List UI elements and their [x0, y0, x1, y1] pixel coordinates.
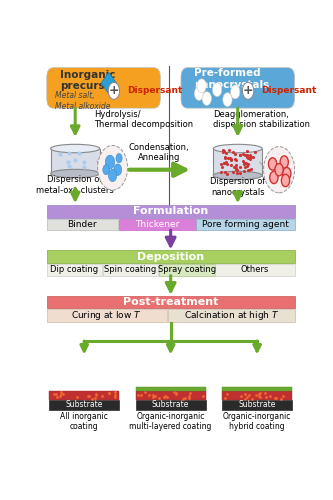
Text: Dispersant: Dispersant: [261, 86, 316, 96]
Text: Dispersion of
nanocrystals: Dispersion of nanocrystals: [210, 178, 265, 197]
Text: Organic-inorganic
hybrid coating: Organic-inorganic hybrid coating: [223, 412, 291, 432]
Circle shape: [202, 92, 211, 106]
Ellipse shape: [213, 172, 262, 179]
Circle shape: [212, 82, 222, 96]
Bar: [222, 387, 292, 391]
Ellipse shape: [51, 144, 100, 153]
Bar: [51, 148, 100, 174]
Text: Spin coating: Spin coating: [105, 266, 157, 274]
Bar: [47, 309, 167, 322]
Text: Hydrolysis/
Thermal decomposition: Hydrolysis/ Thermal decomposition: [95, 110, 194, 130]
Circle shape: [281, 174, 290, 186]
Circle shape: [242, 82, 254, 100]
Bar: [136, 400, 205, 410]
Circle shape: [197, 79, 206, 92]
Bar: [196, 218, 294, 230]
Text: Pore forming agent: Pore forming agent: [202, 220, 289, 229]
Bar: [49, 400, 119, 410]
Circle shape: [280, 156, 288, 168]
Circle shape: [270, 172, 278, 183]
Bar: [215, 264, 294, 276]
Bar: [136, 387, 205, 391]
Circle shape: [109, 170, 117, 181]
Circle shape: [98, 146, 128, 190]
Text: Spray coating: Spray coating: [158, 266, 216, 274]
Ellipse shape: [213, 144, 262, 153]
Text: Formulation: Formulation: [133, 206, 208, 216]
Text: Inorganic
precursor: Inorganic precursor: [60, 70, 117, 91]
Bar: [119, 218, 196, 230]
Bar: [103, 264, 158, 276]
Text: Post-treatment: Post-treatment: [123, 297, 218, 307]
Text: Metal salt,
Metal alkoxide: Metal salt, Metal alkoxide: [55, 92, 110, 111]
FancyBboxPatch shape: [181, 68, 294, 108]
Bar: [136, 391, 205, 400]
Text: Dip coating: Dip coating: [51, 266, 99, 274]
Circle shape: [230, 85, 240, 99]
Text: All inorganic
coating: All inorganic coating: [60, 412, 108, 432]
Text: Deagglomeration,
dispersion stabilization: Deagglomeration, dispersion stabilizatio…: [213, 110, 310, 130]
Circle shape: [103, 164, 110, 174]
Polygon shape: [101, 72, 117, 94]
Text: Pre-formed
nanocrystals: Pre-formed nanocrystals: [194, 68, 269, 90]
Text: +: +: [243, 84, 253, 98]
Bar: [159, 264, 214, 276]
Bar: [47, 264, 102, 276]
Bar: [47, 205, 294, 218]
Bar: [47, 250, 294, 263]
Circle shape: [108, 82, 120, 100]
Text: Dispersion of
metal-oxo clusters: Dispersion of metal-oxo clusters: [36, 176, 114, 195]
Text: Organic-inorganic
multi-layered coating: Organic-inorganic multi-layered coating: [130, 412, 212, 432]
Text: Substrate: Substrate: [238, 400, 276, 409]
Circle shape: [116, 154, 122, 163]
Circle shape: [223, 92, 232, 106]
Circle shape: [105, 155, 115, 169]
Bar: [222, 391, 292, 400]
Bar: [47, 296, 294, 308]
Bar: [47, 218, 118, 230]
Circle shape: [263, 146, 294, 193]
Bar: [168, 309, 294, 322]
Text: Substrate: Substrate: [152, 400, 189, 409]
Text: Substrate: Substrate: [66, 400, 103, 409]
Text: Calcination at high $T$: Calcination at high $T$: [183, 309, 279, 322]
FancyBboxPatch shape: [47, 68, 161, 108]
Ellipse shape: [51, 170, 100, 178]
Bar: [49, 391, 119, 400]
Text: Others: Others: [241, 266, 269, 274]
Text: Deposition: Deposition: [137, 252, 204, 262]
Text: Thickener: Thickener: [135, 220, 179, 229]
Text: Dispersant: Dispersant: [127, 86, 182, 96]
Circle shape: [114, 164, 122, 175]
Bar: [213, 148, 262, 176]
Text: Curing at low $T$: Curing at low $T$: [72, 309, 142, 322]
Circle shape: [275, 164, 283, 176]
Text: +: +: [109, 84, 119, 98]
Circle shape: [283, 168, 291, 179]
Text: Condensation,
Annealing: Condensation, Annealing: [129, 142, 189, 162]
Circle shape: [194, 86, 204, 101]
Circle shape: [268, 158, 277, 170]
Text: Binder: Binder: [68, 220, 97, 229]
Bar: [222, 400, 292, 410]
